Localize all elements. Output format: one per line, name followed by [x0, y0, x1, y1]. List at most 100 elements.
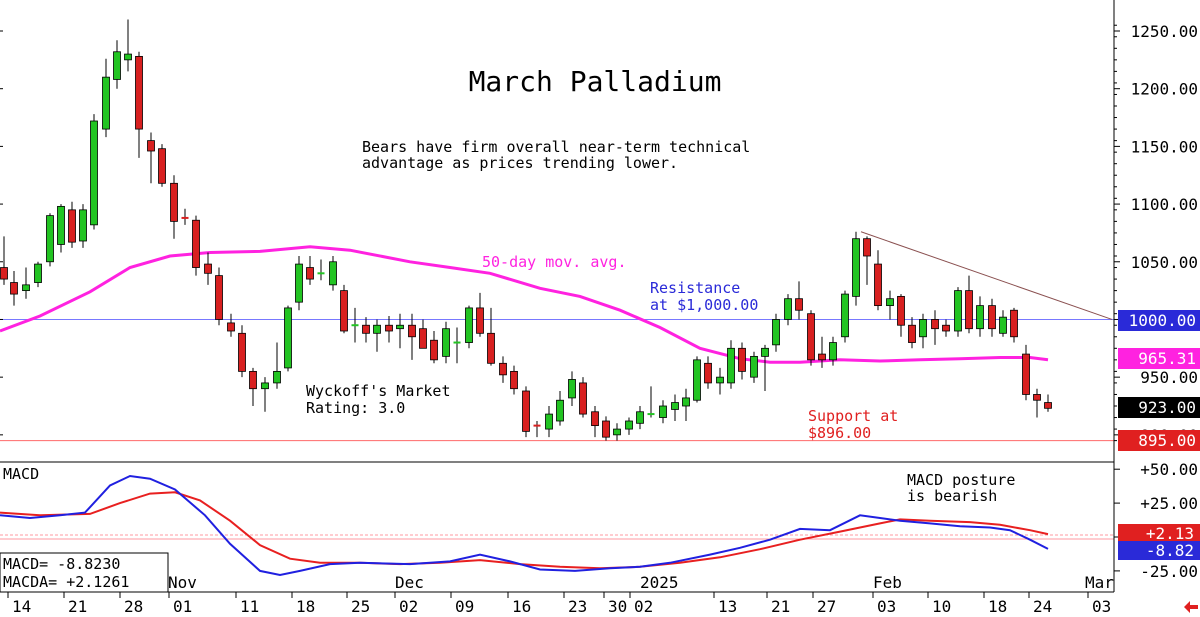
time-tick-label: 14: [12, 597, 31, 616]
candle-body: [510, 370, 518, 390]
candle-body: [613, 428, 621, 436]
candle: [351, 307, 359, 343]
candle-body: [818, 353, 826, 361]
badge-resistance-bg: [1118, 310, 1200, 331]
candle-body: [215, 275, 223, 320]
candle: [942, 319, 950, 337]
candle-body: [396, 324, 404, 330]
macd-tick-label: +50.00: [1140, 460, 1198, 479]
candle: [965, 275, 973, 334]
time-tick-label: 03: [1092, 597, 1111, 616]
candle-body: [954, 290, 962, 332]
month-label: Mar: [1085, 573, 1114, 592]
candle-body: [135, 55, 143, 130]
candle: [533, 421, 541, 438]
candle: [522, 386, 530, 438]
candle: [874, 250, 882, 311]
time-tick-label: 03: [877, 597, 896, 616]
candle-body: [682, 397, 690, 407]
candle-body: [487, 332, 495, 364]
candle-body: [419, 328, 427, 349]
candle: [204, 252, 212, 285]
candle: [430, 331, 438, 364]
candle: [79, 204, 87, 248]
candle-body: [750, 355, 758, 378]
time-tick-label: 11: [240, 597, 259, 616]
candle: [487, 307, 495, 366]
resistance-label-2: at $1,000.00: [650, 296, 758, 314]
candle: [556, 391, 564, 426]
candle-body: [591, 411, 599, 427]
candle: [113, 40, 121, 89]
candle: [750, 351, 758, 383]
commentary-line-2: advantage as prices trending lower.: [362, 154, 678, 172]
candle-body: [227, 322, 235, 332]
candle-body: [102, 76, 110, 130]
candle: [408, 313, 416, 360]
time-tick-label: 21: [771, 597, 790, 616]
time-tick-label: 02: [634, 597, 653, 616]
candle: [659, 400, 667, 424]
candle-body: [636, 411, 644, 424]
candle-body: [784, 298, 792, 320]
badge-signal: +2.13: [1146, 524, 1194, 543]
macd-line: [0, 474, 1049, 577]
candle-body: [124, 53, 132, 61]
candle: [170, 175, 178, 239]
candle-body: [1010, 309, 1018, 338]
time-tick-label: 18: [296, 597, 315, 616]
candle: [919, 313, 927, 349]
time-tick-label: 28: [124, 597, 143, 616]
time-tick-label: 16: [512, 597, 531, 616]
candle: [579, 377, 587, 418]
candle: [976, 296, 984, 337]
candle-body: [238, 332, 246, 372]
candle-body: [738, 347, 746, 372]
badge-macd-bg: [1118, 541, 1200, 560]
month-label: Nov: [168, 573, 197, 592]
candle: [373, 319, 381, 352]
macd-tick-label: -25.00: [1140, 562, 1198, 581]
candle-body: [897, 295, 905, 326]
candle: [647, 386, 655, 418]
scroll-right-icon[interactable]: [1184, 601, 1198, 613]
candle-body: [22, 284, 30, 292]
candle-body: [863, 238, 871, 257]
candle: [124, 19, 132, 72]
candle: [317, 259, 325, 281]
candle: [999, 310, 1007, 337]
badge-resistance: 1000.00: [1129, 311, 1196, 330]
price-tick-label: 1250.00: [1131, 22, 1198, 41]
candle-body: [522, 390, 530, 432]
candle: [613, 423, 621, 441]
candle-body: [68, 209, 76, 243]
ma50-line: [0, 245, 1049, 364]
macd-readout-macd: MACD= -8.8230: [3, 555, 120, 573]
candle-body: [693, 359, 701, 401]
candle: [284, 305, 292, 372]
candle: [988, 298, 996, 337]
candle: [636, 406, 644, 430]
candle-body: [625, 420, 633, 430]
candle-body: [10, 282, 18, 295]
candle-body: [46, 215, 54, 263]
candle-body: [931, 319, 939, 330]
badge-last-bg: [1118, 397, 1200, 418]
candle: [46, 213, 54, 267]
candle-body: [841, 293, 849, 338]
candle-body: [34, 263, 42, 283]
candle: [261, 377, 269, 412]
candle: [908, 317, 916, 349]
candle-body: [965, 290, 973, 330]
candle-body: [716, 376, 724, 384]
badge-last: 923.00: [1138, 398, 1196, 417]
candle-body: [545, 413, 553, 430]
candle-body: [465, 307, 473, 343]
candle-body: [385, 324, 393, 332]
candle: [273, 342, 281, 389]
candle: [22, 267, 30, 299]
candle-body: [908, 324, 916, 343]
candle-body: [362, 324, 370, 334]
candle-body: [807, 313, 815, 361]
candle-body: [795, 298, 803, 311]
